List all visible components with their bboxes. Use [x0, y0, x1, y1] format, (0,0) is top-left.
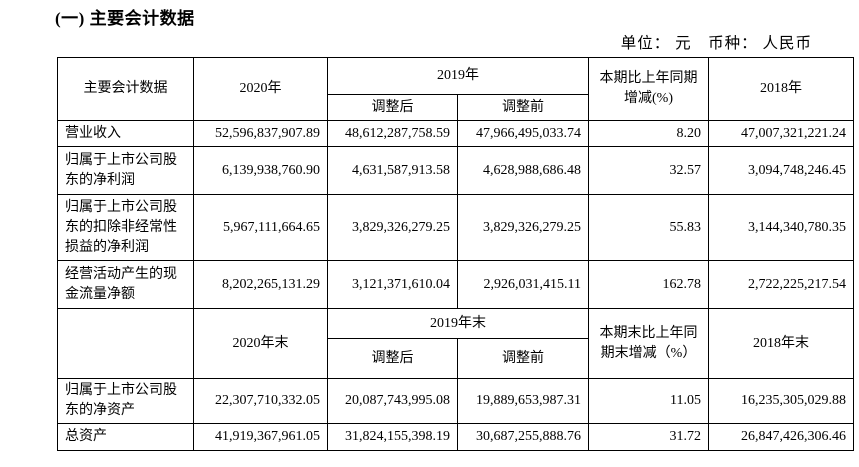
header-adjusted-after: 调整后 [327, 94, 458, 121]
header-change: 本期比上年同期增减(%) [588, 57, 709, 121]
cell-2018: 3,094,748,246.45 [708, 146, 854, 195]
cell-change: 32.57 [588, 146, 709, 195]
cell-2018: 47,007,321,221.24 [708, 120, 854, 147]
unit-currency-note: 单位： 元 币种： 人民币 [620, 35, 812, 52]
cell-2019-after: 48,612,287,758.59 [327, 120, 458, 147]
header-adjusted-before-eoy: 调整前 [457, 338, 589, 379]
header-metric: 主要会计数据 [57, 57, 194, 121]
cell-change: 162.78 [588, 260, 709, 309]
header-subrow-eoy: 调整后 调整前 [58, 338, 854, 379]
cell-2019-before: 47,966,495,033.74 [457, 120, 589, 147]
row-label: 归属于上市公司股东的净资产 [57, 378, 194, 424]
table-row-net-profit: 归属于上市公司股东的净利润 6,139,938,760.90 4,631,587… [57, 146, 854, 195]
cell-2020-eoy: 41,919,367,961.05 [193, 423, 328, 451]
header-2019-eoy: 2019年末 [327, 308, 589, 339]
table-row-revenue: 营业收入 52,596,837,907.89 48,612,287,758.59… [57, 120, 854, 147]
header-row-eoy: 2020年末 2019年末 本期末比上年同期末增减（%） 2018年末 [57, 308, 854, 379]
header-adjusted-before: 调整前 [457, 94, 589, 121]
header-change-eoy: 本期末比上年同期末增减（%） [588, 308, 709, 379]
cell-2019-before: 4,628,988,686.48 [457, 146, 589, 195]
cell-2020: 52,596,837,907.89 [193, 120, 328, 147]
cell-2019-after: 3,829,326,279.25 [327, 194, 458, 261]
header-row-annual: 主要会计数据 2020年 2019年 本期比上年同期增减(%) 2018年 [57, 57, 854, 121]
header-2020-eoy: 2020年末 [193, 308, 328, 379]
cell-change: 8.20 [588, 120, 709, 147]
table-row-net-assets: 归属于上市公司股东的净资产 22,307,710,332.05 20,087,7… [57, 378, 854, 424]
row-label: 归属于上市公司股东的扣除非经常性损益的净利润 [57, 194, 194, 261]
cell-2020-eoy: 22,307,710,332.05 [193, 378, 328, 424]
cell-2018-eoy: 16,235,305,029.88 [708, 378, 854, 424]
header-subrow-annual: 调整后 调整前 [58, 94, 854, 121]
cell-2019-after-eoy: 20,087,743,995.08 [327, 378, 458, 424]
cell-2019-before: 3,829,326,279.25 [457, 194, 589, 261]
cell-2019-before-eoy: 19,889,653,987.31 [457, 378, 589, 424]
table-row-operating-cash-flow: 经营活动产生的现金流量净额 8,202,265,131.29 3,121,371… [57, 260, 854, 309]
header-adjusted-after-eoy: 调整后 [327, 338, 458, 379]
header-2020: 2020年 [193, 57, 328, 121]
cell-2020: 6,139,938,760.90 [193, 146, 328, 195]
cell-2019-after: 4,631,587,913.58 [327, 146, 458, 195]
cell-2019-before-eoy: 30,687,255,888.76 [457, 423, 589, 451]
cell-2019-after: 3,121,371,610.04 [327, 260, 458, 309]
table-row-deducted-net-profit: 归属于上市公司股东的扣除非经常性损益的净利润 5,967,111,664.65 … [57, 194, 854, 261]
header-2018-eoy: 2018年末 [708, 308, 854, 379]
table-row-total-assets: 总资产 41,919,367,961.05 31,824,155,398.19 … [57, 423, 854, 451]
section-title: (一) 主要会计数据 [55, 9, 195, 28]
accounting-data-table: 主要会计数据 2020年 2019年 本期比上年同期增减(%) 2018年 调整… [57, 57, 854, 451]
cell-change-eoy: 11.05 [588, 378, 709, 424]
row-label: 营业收入 [57, 120, 194, 147]
header-2019: 2019年 [327, 57, 589, 95]
row-label: 总资产 [57, 423, 194, 451]
cell-2018: 3,144,340,780.35 [708, 194, 854, 261]
header-2018: 2018年 [708, 57, 854, 121]
cell-2019-after-eoy: 31,824,155,398.19 [327, 423, 458, 451]
cell-change: 55.83 [588, 194, 709, 261]
cell-2019-before: 2,926,031,415.11 [457, 260, 589, 309]
cell-change-eoy: 31.72 [588, 423, 709, 451]
header-empty-cell [57, 308, 194, 379]
row-label: 经营活动产生的现金流量净额 [57, 260, 194, 309]
row-label: 归属于上市公司股东的净利润 [57, 146, 194, 195]
cell-2018-eoy: 26,847,426,306.46 [708, 423, 854, 451]
cell-2020: 8,202,265,131.29 [193, 260, 328, 309]
cell-2018: 2,722,225,217.54 [708, 260, 854, 309]
cell-2020: 5,967,111,664.65 [193, 194, 328, 261]
